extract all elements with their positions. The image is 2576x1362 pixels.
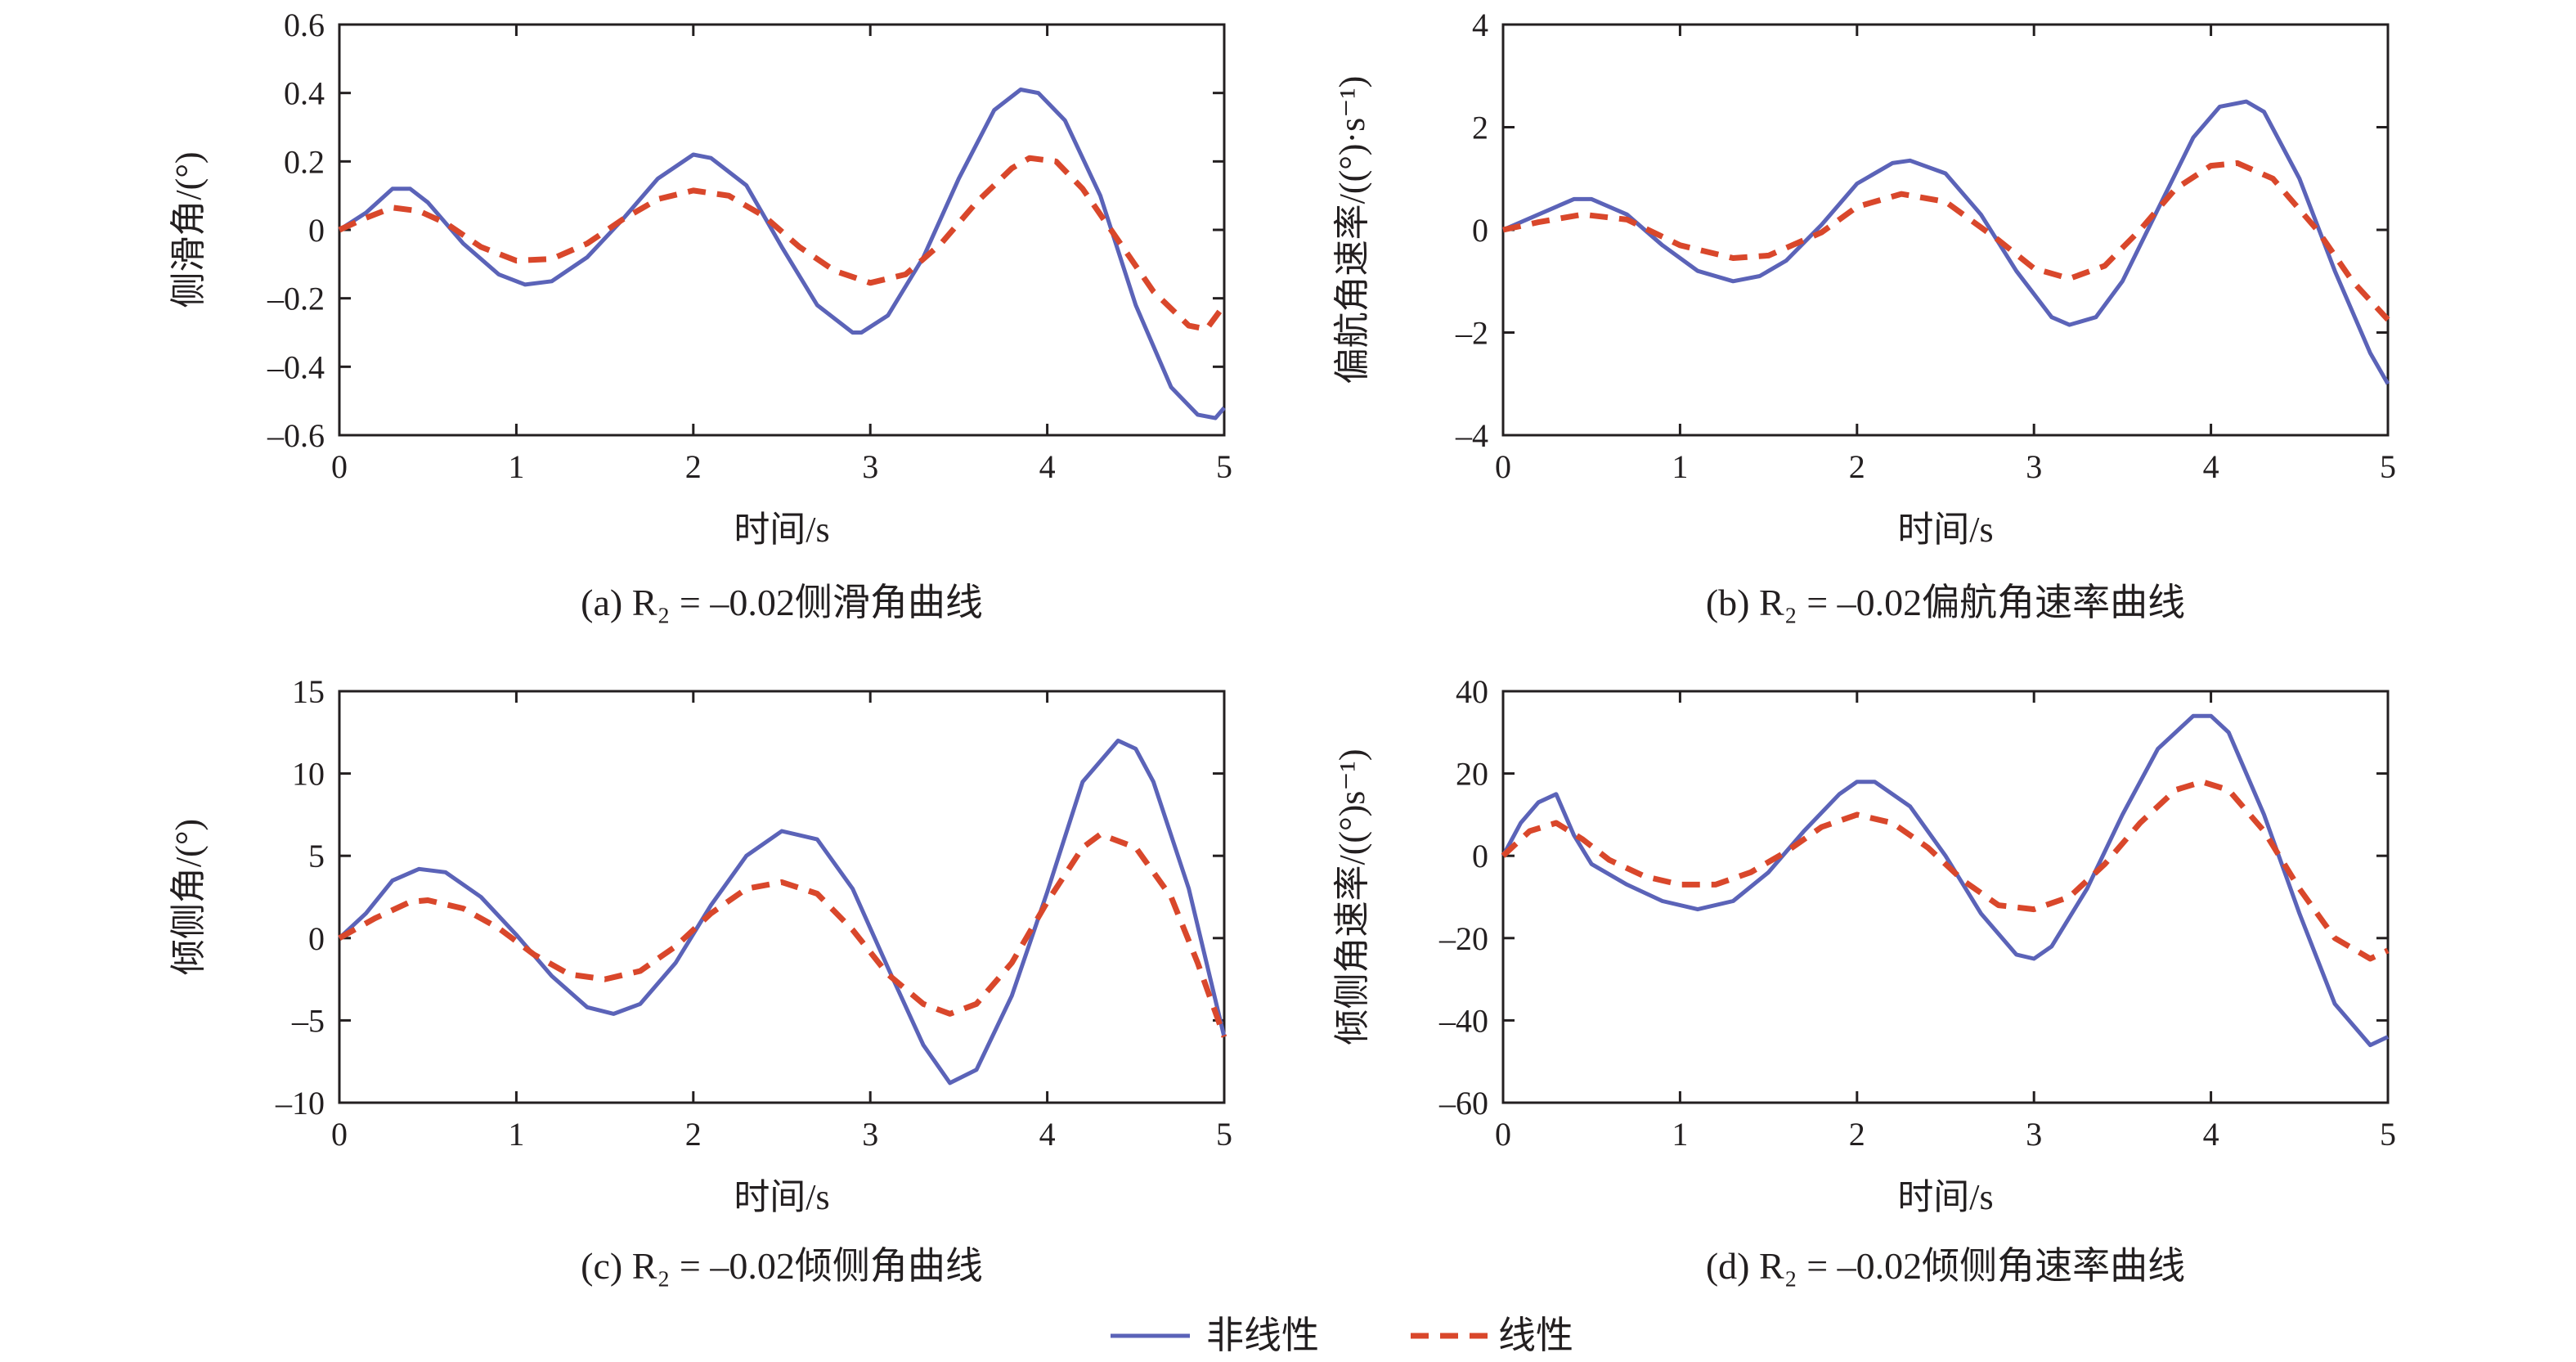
y-tick-label: 2: [1472, 110, 1488, 146]
y-tick-label: –5: [291, 1002, 325, 1039]
plot-frame: [338, 690, 1226, 1104]
x-tick-label: 4: [1039, 448, 1056, 485]
y-tick-label: –40: [1438, 1002, 1488, 1039]
x-tick-label: 1: [508, 1116, 524, 1153]
y-tick-label: –10: [275, 1085, 325, 1122]
x-tick-label: 4: [1039, 1116, 1056, 1153]
y-axis-label: 侧滑角/(°): [168, 151, 209, 308]
x-tick-label: 5: [1216, 1116, 1232, 1153]
x-axis-label: 时间/s: [734, 1177, 829, 1217]
series-nonlinear-line: [1501, 713, 2390, 1048]
x-tick-label: 5: [1216, 448, 1232, 485]
y-tick-label: 0: [1472, 838, 1488, 874]
x-tick-label: 1: [508, 448, 524, 485]
legend-linear-label: 线性: [1498, 1315, 1573, 1356]
y-tick-label: 15: [292, 673, 325, 710]
x-tick-label: 4: [2203, 448, 2219, 485]
y-tick-label: 5: [308, 838, 325, 874]
x-axis-label: 时间/s: [1897, 510, 1993, 550]
x-tick-label: 0: [1495, 448, 1511, 485]
series-linear-line: [1501, 779, 2390, 962]
series-nonlinear-line: [338, 88, 1226, 420]
series-linear-line: [1502, 160, 2390, 322]
x-tick-label: 0: [331, 448, 348, 485]
series-nonlinear-line: [1502, 99, 2390, 385]
y-tick-label: 0: [308, 212, 325, 249]
x-tick-label: 3: [862, 448, 878, 485]
x-tick-label: 0: [1495, 1116, 1511, 1153]
y-tick-label: –2: [1455, 315, 1488, 352]
y-tick-label: –0.6: [267, 417, 325, 454]
y-axis-label: 偏航角速率/((°)·s⁻¹): [1332, 76, 1372, 384]
panel-caption: (d) R₂ = –0.02倾侧角速率曲线: [1706, 1245, 2185, 1287]
chart-panel-3: 0 1 2 3 4 5 –60 –40 –20 0 20 40 时间/s 倾侧角速率/((°)s⁻¹) (d…: [1332, 673, 2396, 1287]
series-nonlinear-line: [338, 738, 1227, 1086]
x-tick-label: 2: [685, 1116, 702, 1153]
chart-panel-0: 0 1 2 3 4 5 –0.6 –0.4 –0.2 0 0.2 0.4 0.6 时间/s 侧滑角/(°) (…: [168, 7, 1232, 623]
x-tick-label: 3: [2026, 1116, 2042, 1153]
y-tick-label: –0.4: [267, 348, 325, 385]
x-axis-label: 时间/s: [1897, 1177, 1993, 1217]
panel-caption: (b) R₂ = –0.02偏航角速率曲线: [1706, 582, 2185, 623]
x-tick-label: 2: [1849, 1116, 1865, 1153]
panel-caption: (c) R₂ = –0.02倾侧角曲线: [581, 1245, 983, 1287]
chart-panel-1: 0 1 2 3 4 5 –4 –2 0 2 4 时间/s 偏航角速率/((°)·s⁻¹) (b) R₂ =…: [1332, 7, 2396, 623]
y-tick-label: 0.6: [284, 7, 325, 43]
x-tick-label: 2: [685, 448, 702, 485]
x-tick-label: 0: [331, 1116, 348, 1153]
y-axis-label: 倾侧角速率/((°)s⁻¹): [1332, 749, 1372, 1045]
series-linear-line: [338, 831, 1227, 1038]
y-tick-label: 0: [1472, 212, 1488, 249]
y-tick-label: 10: [292, 756, 325, 793]
plot-frame: [1501, 690, 2390, 1104]
y-tick-label: 20: [1456, 756, 1488, 793]
y-tick-label: –60: [1438, 1085, 1488, 1122]
x-tick-label: 4: [2203, 1116, 2219, 1153]
y-tick-label: –20: [1438, 920, 1488, 957]
y-tick-label: –4: [1455, 417, 1488, 454]
x-tick-label: 5: [2380, 1116, 2396, 1153]
legend: 非线性 线性: [1111, 1315, 1573, 1356]
y-tick-label: 0.2: [284, 143, 325, 180]
series-linear-line: [338, 155, 1227, 332]
plot-frame: [1501, 23, 2390, 437]
x-tick-label: 3: [862, 1116, 878, 1153]
y-tick-label: –0.2: [267, 281, 325, 317]
x-axis-label: 时间/s: [734, 510, 829, 550]
y-tick-label: 40: [1456, 673, 1488, 710]
x-tick-label: 2: [1849, 448, 1865, 485]
y-tick-label: 0: [308, 920, 325, 957]
panel-caption: (a) R₂ = –0.02侧滑角曲线: [581, 582, 983, 623]
y-tick-label: 4: [1472, 7, 1488, 43]
x-tick-label: 3: [2026, 448, 2042, 485]
x-tick-label: 5: [2380, 448, 2396, 485]
y-tick-label: 0.4: [284, 75, 325, 112]
x-tick-label: 1: [1672, 1116, 1688, 1153]
chart-panels: 0 1 2 3 4 5 –0.6 –0.4 –0.2 0 0.2 0.4 0.6 时间/s 侧滑角/(°) (…: [168, 7, 2396, 1287]
chart-panel-2: 0 1 2 3 4 5 –10 –5 0 5 10 15 时间/s 倾侧角/(°) (c) R₂ = –0.…: [168, 673, 1232, 1287]
legend-nonlinear-label: 非线性: [1206, 1315, 1319, 1356]
y-axis-label: 倾侧角/(°): [168, 819, 209, 975]
x-tick-label: 1: [1672, 448, 1688, 485]
